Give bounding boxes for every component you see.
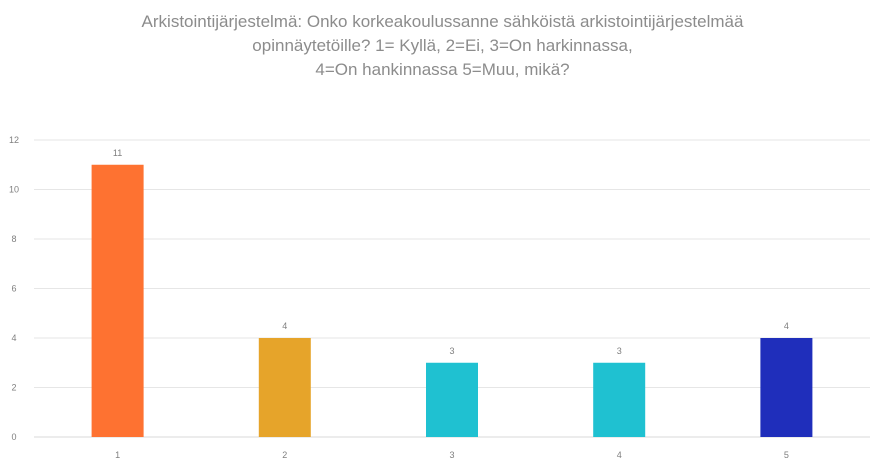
data-label: 4 — [282, 321, 287, 331]
bar — [91, 164, 144, 437]
x-tick-label: 4 — [617, 450, 622, 460]
data-label: 4 — [784, 321, 789, 331]
bar — [593, 362, 646, 437]
chart-title-line-3: 4=On hankinnassa 5=Muu, mikä? — [315, 60, 570, 79]
x-tick-label: 3 — [449, 450, 454, 460]
chart-title-line-1: Arkistointijärjestelmä: Onko korkeakoulu… — [141, 12, 744, 31]
y-tick-label: 4 — [11, 333, 16, 343]
y-tick-label: 0 — [11, 432, 16, 442]
y-tick-label: 6 — [11, 284, 16, 294]
bar — [258, 338, 311, 437]
data-label: 11 — [113, 148, 122, 158]
data-label: 3 — [449, 346, 454, 356]
y-tick-label: 8 — [11, 234, 16, 244]
x-tick-label: 1 — [115, 450, 120, 460]
data-label: 3 — [617, 346, 622, 356]
y-tick-label: 10 — [9, 185, 19, 195]
x-tick-label: 5 — [784, 450, 789, 460]
chart-title: Arkistointijärjestelmä: Onko korkeakoulu… — [0, 10, 885, 82]
y-tick-label: 12 — [9, 135, 19, 145]
chart-title-line-2: opinnäytetöille? 1= Kyllä, 2=Ei, 3=On ha… — [252, 36, 633, 55]
bar — [426, 362, 478, 437]
bar — [760, 338, 813, 437]
y-tick-label: 2 — [11, 383, 16, 393]
x-tick-label: 2 — [282, 450, 287, 460]
